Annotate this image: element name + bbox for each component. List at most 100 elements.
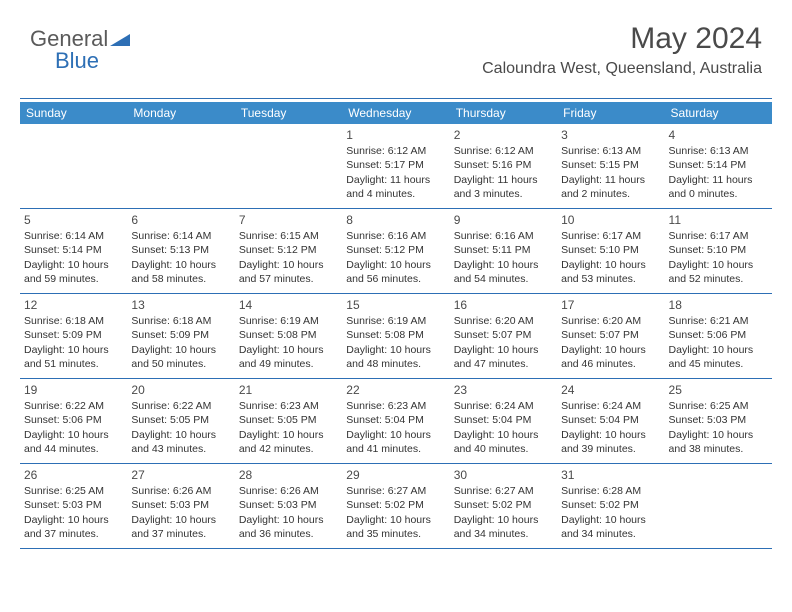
daylight-1: Daylight: 10 hours xyxy=(346,513,445,527)
daylight-1: Daylight: 10 hours xyxy=(24,343,123,357)
day-17: 17Sunrise: 6:20 AMSunset: 5:07 PMDayligh… xyxy=(557,294,664,378)
daylight-2: and 56 minutes. xyxy=(346,272,445,286)
daylight-2: and 38 minutes. xyxy=(669,442,768,456)
day-20: 20Sunrise: 6:22 AMSunset: 5:05 PMDayligh… xyxy=(127,379,234,463)
day-number: 9 xyxy=(454,212,553,228)
week-row: 19Sunrise: 6:22 AMSunset: 5:06 PMDayligh… xyxy=(20,379,772,464)
daylight-2: and 53 minutes. xyxy=(561,272,660,286)
day-6: 6Sunrise: 6:14 AMSunset: 5:13 PMDaylight… xyxy=(127,209,234,293)
day-number: 10 xyxy=(561,212,660,228)
day-empty xyxy=(235,124,342,208)
sunrise: Sunrise: 6:17 AM xyxy=(561,229,660,243)
daylight-1: Daylight: 10 hours xyxy=(454,343,553,357)
day-15: 15Sunrise: 6:19 AMSunset: 5:08 PMDayligh… xyxy=(342,294,449,378)
weekday-tue: Tuesday xyxy=(235,102,342,124)
daylight-2: and 59 minutes. xyxy=(24,272,123,286)
sunrise: Sunrise: 6:20 AM xyxy=(454,314,553,328)
sunset: Sunset: 5:12 PM xyxy=(346,243,445,257)
sunrise: Sunrise: 6:13 AM xyxy=(669,144,768,158)
sunset: Sunset: 5:08 PM xyxy=(239,328,338,342)
sunset: Sunset: 5:03 PM xyxy=(669,413,768,427)
location: Caloundra West, Queensland, Australia xyxy=(482,60,762,78)
day-number: 3 xyxy=(561,127,660,143)
day-23: 23Sunrise: 6:24 AMSunset: 5:04 PMDayligh… xyxy=(450,379,557,463)
daylight-1: Daylight: 10 hours xyxy=(24,258,123,272)
week-row: 12Sunrise: 6:18 AMSunset: 5:09 PMDayligh… xyxy=(20,294,772,379)
weekday-sat: Saturday xyxy=(665,102,772,124)
sunset: Sunset: 5:04 PM xyxy=(346,413,445,427)
sunrise: Sunrise: 6:12 AM xyxy=(454,144,553,158)
daylight-2: and 54 minutes. xyxy=(454,272,553,286)
sunset: Sunset: 5:17 PM xyxy=(346,158,445,172)
logo-text-blue: Blue xyxy=(55,48,99,74)
day-8: 8Sunrise: 6:16 AMSunset: 5:12 PMDaylight… xyxy=(342,209,449,293)
day-number: 16 xyxy=(454,297,553,313)
sunrise: Sunrise: 6:23 AM xyxy=(346,399,445,413)
sunset: Sunset: 5:05 PM xyxy=(131,413,230,427)
sunrise: Sunrise: 6:16 AM xyxy=(346,229,445,243)
daylight-2: and 49 minutes. xyxy=(239,357,338,371)
daylight-1: Daylight: 10 hours xyxy=(131,343,230,357)
day-number: 6 xyxy=(131,212,230,228)
day-24: 24Sunrise: 6:24 AMSunset: 5:04 PMDayligh… xyxy=(557,379,664,463)
day-19: 19Sunrise: 6:22 AMSunset: 5:06 PMDayligh… xyxy=(20,379,127,463)
sunrise: Sunrise: 6:19 AM xyxy=(346,314,445,328)
day-number: 7 xyxy=(239,212,338,228)
daylight-1: Daylight: 10 hours xyxy=(239,258,338,272)
sunrise: Sunrise: 6:15 AM xyxy=(239,229,338,243)
day-number: 25 xyxy=(669,382,768,398)
day-empty xyxy=(127,124,234,208)
daylight-1: Daylight: 10 hours xyxy=(24,428,123,442)
daylight-1: Daylight: 10 hours xyxy=(239,343,338,357)
daylight-2: and 0 minutes. xyxy=(669,187,768,201)
day-22: 22Sunrise: 6:23 AMSunset: 5:04 PMDayligh… xyxy=(342,379,449,463)
daylight-1: Daylight: 10 hours xyxy=(346,428,445,442)
weekday-thu: Thursday xyxy=(450,102,557,124)
daylight-2: and 41 minutes. xyxy=(346,442,445,456)
day-number: 26 xyxy=(24,467,123,483)
sunset: Sunset: 5:09 PM xyxy=(131,328,230,342)
day-13: 13Sunrise: 6:18 AMSunset: 5:09 PMDayligh… xyxy=(127,294,234,378)
weekday-wed: Wednesday xyxy=(342,102,449,124)
day-number: 24 xyxy=(561,382,660,398)
day-number: 21 xyxy=(239,382,338,398)
daylight-2: and 57 minutes. xyxy=(239,272,338,286)
daylight-2: and 42 minutes. xyxy=(239,442,338,456)
daylight-1: Daylight: 10 hours xyxy=(454,513,553,527)
day-number: 20 xyxy=(131,382,230,398)
day-25: 25Sunrise: 6:25 AMSunset: 5:03 PMDayligh… xyxy=(665,379,772,463)
daylight-1: Daylight: 11 hours xyxy=(346,173,445,187)
daylight-1: Daylight: 10 hours xyxy=(669,428,768,442)
daylight-2: and 40 minutes. xyxy=(454,442,553,456)
day-4: 4Sunrise: 6:13 AMSunset: 5:14 PMDaylight… xyxy=(665,124,772,208)
day-number: 31 xyxy=(561,467,660,483)
daylight-1: Daylight: 10 hours xyxy=(346,258,445,272)
daylight-2: and 3 minutes. xyxy=(454,187,553,201)
daylight-1: Daylight: 11 hours xyxy=(561,173,660,187)
day-number: 19 xyxy=(24,382,123,398)
sunrise: Sunrise: 6:13 AM xyxy=(561,144,660,158)
daylight-1: Daylight: 10 hours xyxy=(561,258,660,272)
sunrise: Sunrise: 6:27 AM xyxy=(346,484,445,498)
sunset: Sunset: 5:08 PM xyxy=(346,328,445,342)
sunset: Sunset: 5:03 PM xyxy=(131,498,230,512)
daylight-2: and 44 minutes. xyxy=(24,442,123,456)
daylight-1: Daylight: 10 hours xyxy=(454,428,553,442)
sunset: Sunset: 5:05 PM xyxy=(239,413,338,427)
sunset: Sunset: 5:14 PM xyxy=(669,158,768,172)
sunset: Sunset: 5:15 PM xyxy=(561,158,660,172)
month-title: May 2024 xyxy=(482,22,762,56)
sunrise: Sunrise: 6:14 AM xyxy=(24,229,123,243)
day-number: 18 xyxy=(669,297,768,313)
day-31: 31Sunrise: 6:28 AMSunset: 5:02 PMDayligh… xyxy=(557,464,664,548)
header-right: May 2024 Caloundra West, Queensland, Aus… xyxy=(482,22,762,78)
daylight-2: and 37 minutes. xyxy=(24,527,123,541)
sunset: Sunset: 5:13 PM xyxy=(131,243,230,257)
day-number: 14 xyxy=(239,297,338,313)
daylight-2: and 2 minutes. xyxy=(561,187,660,201)
sunset: Sunset: 5:14 PM xyxy=(24,243,123,257)
sunrise: Sunrise: 6:12 AM xyxy=(346,144,445,158)
sunset: Sunset: 5:02 PM xyxy=(561,498,660,512)
sunrise: Sunrise: 6:24 AM xyxy=(454,399,553,413)
day-number: 15 xyxy=(346,297,445,313)
